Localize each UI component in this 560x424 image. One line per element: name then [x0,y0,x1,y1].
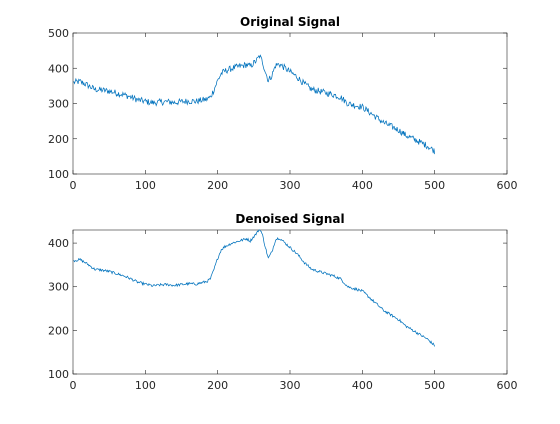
x-tick-label: 400 [352,379,373,392]
plot-area [72,32,508,175]
x-tick-label: 300 [280,379,301,392]
y-tick-label: 400 [48,62,69,75]
x-tick-label: 100 [135,379,156,392]
y-tick-label: 200 [48,133,69,146]
series-line-1 [73,54,436,155]
x-tick-label: 600 [497,379,518,392]
chart-panel-1: 0 100 200 300 400 500 600100200300400500Origin… [48,15,518,192]
x-tick-label: 600 [497,179,518,192]
y-tick-label: 200 [48,324,69,337]
y-tick-label: 100 [48,368,69,381]
chart-title: Original Signal [240,15,340,29]
x-tick-label: 300 [280,179,301,192]
x-tick-label: 400 [352,179,373,192]
x-tick-label: 500 [424,379,445,392]
x-tick-label: 200 [207,379,228,392]
x-tick-label: 0 [70,179,77,192]
y-tick-label: 500 [48,27,69,40]
plot-area [72,229,508,375]
y-tick-label: 300 [48,281,69,294]
x-tick-label: 200 [207,179,228,192]
y-tick-label: 100 [48,168,69,181]
y-tick-label: 400 [48,237,69,250]
series-line-1 [73,229,436,347]
y-tick-label: 300 [48,98,69,111]
x-tick-label: 0 [70,379,77,392]
x-tick-label: 100 [135,179,156,192]
x-tick-label: 500 [424,179,445,192]
chart-panel-2: 0 100 200 300 400 500 600100200300400Denoised … [48,212,518,392]
chart-title: Denoised Signal [235,212,344,226]
